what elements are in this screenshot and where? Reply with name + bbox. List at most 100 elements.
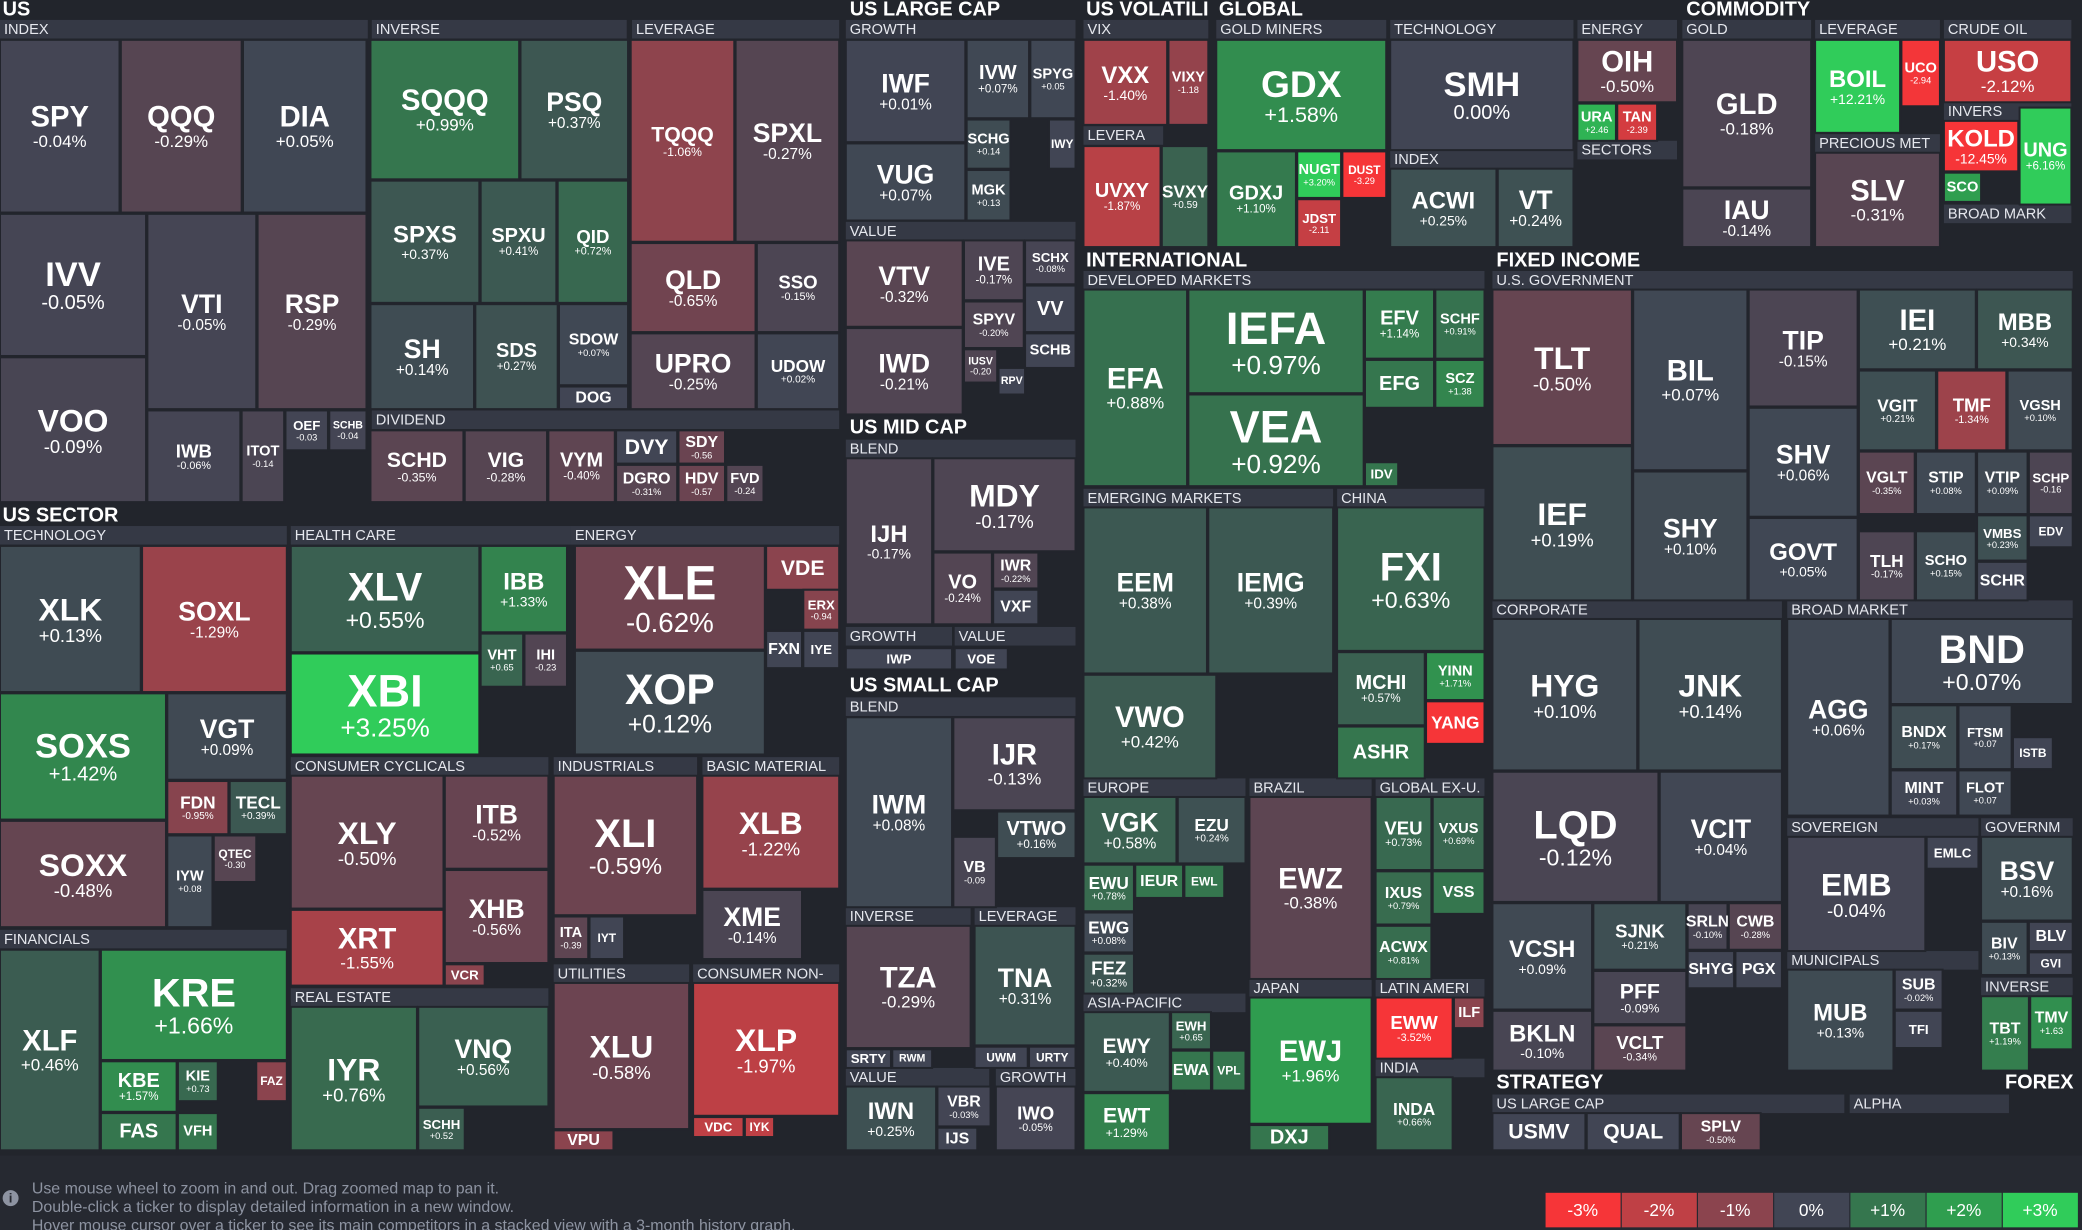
ticker-tile[interactable]: [965, 169, 1012, 222]
ticker-tile[interactable]: [1980, 835, 2074, 922]
ticker-tile[interactable]: [2027, 514, 2074, 549]
ticker-tile[interactable]: [1576, 38, 1679, 104]
ticker-tile[interactable]: [844, 1085, 938, 1152]
ticker-tile[interactable]: [1893, 968, 1944, 1011]
ticker-tile[interactable]: [0, 212, 148, 357]
ticker-tile[interactable]: [1336, 725, 1426, 780]
ticker-tile[interactable]: [369, 303, 476, 411]
ticker-tile[interactable]: [1176, 795, 1247, 865]
ticker-tile[interactable]: [328, 409, 368, 452]
ticker-tile[interactable]: [443, 869, 550, 965]
ticker-tile[interactable]: [479, 544, 568, 634]
ticker-tile[interactable]: [1029, 38, 1077, 120]
ticker-tile[interactable]: [936, 1085, 992, 1128]
ticker-tile[interactable]: [289, 652, 481, 756]
ticker-tile[interactable]: [443, 774, 550, 870]
ticker-tile[interactable]: [0, 38, 121, 214]
ticker-tile[interactable]: [1592, 969, 1688, 1026]
ticker-tile[interactable]: [992, 551, 1040, 590]
ticker-tile[interactable]: [228, 780, 288, 836]
ticker-tile[interactable]: [1389, 38, 1575, 152]
ticker-tile[interactable]: [1374, 870, 1433, 926]
ticker-tile[interactable]: [1491, 445, 1633, 602]
ticker-tile[interactable]: [212, 834, 258, 883]
ticker-tile[interactable]: [677, 429, 726, 465]
ticker-tile[interactable]: [1374, 924, 1433, 980]
ticker-tile[interactable]: [973, 924, 1077, 1047]
ticker-tile[interactable]: [0, 356, 148, 504]
ticker-tile[interactable]: [743, 1116, 776, 1139]
ticker-tile[interactable]: [1915, 530, 1977, 602]
ticker-tile[interactable]: [973, 1045, 1029, 1069]
ticker-tile[interactable]: [0, 692, 167, 821]
ticker-tile[interactable]: [1727, 902, 1783, 951]
ticker-tile[interactable]: [1681, 38, 1813, 189]
ticker-tile[interactable]: [962, 348, 999, 384]
ticker-tile[interactable]: [1786, 617, 1891, 817]
ticker-tile[interactable]: [1900, 38, 1941, 108]
ticker-tile[interactable]: [417, 1106, 466, 1152]
ticker-tile[interactable]: [1686, 902, 1729, 951]
ticker-tile[interactable]: [1857, 369, 1937, 452]
ticker-tile[interactable]: [369, 38, 521, 181]
ticker-tile[interactable]: [176, 1112, 219, 1152]
ticker-tile[interactable]: [629, 38, 736, 243]
ticker-tile[interactable]: [844, 142, 967, 222]
ticker-tile[interactable]: [1893, 1009, 1944, 1050]
ticker-tile[interactable]: [1980, 995, 2030, 1072]
ticker-tile[interactable]: [1434, 358, 1486, 409]
ticker-tile[interactable]: [1296, 198, 1343, 249]
ticker-tile[interactable]: [166, 692, 288, 781]
ticker-tile[interactable]: [952, 716, 1077, 812]
ticker-tile[interactable]: [1976, 560, 2029, 602]
ticker-tile[interactable]: [0, 544, 142, 694]
ticker-tile[interactable]: [241, 38, 368, 214]
ticker-tile[interactable]: [1957, 769, 2013, 817]
ticker-tile[interactable]: [1814, 151, 1941, 249]
ticker-tile[interactable]: [1814, 38, 1902, 134]
ticker-tile[interactable]: [932, 457, 1077, 553]
ticker-tile[interactable]: [1491, 1009, 1594, 1072]
ticker-tile[interactable]: [1134, 863, 1185, 899]
ticker-tile[interactable]: [1374, 1076, 1454, 1152]
ticker-tile[interactable]: [765, 629, 803, 670]
ticker-tile[interactable]: [1082, 795, 1178, 865]
ticker-tile[interactable]: [953, 647, 1009, 671]
ticker-tile[interactable]: [1491, 617, 1639, 772]
ticker-tile[interactable]: [994, 1085, 1077, 1152]
ticker-tile[interactable]: [1936, 369, 2008, 452]
ticker-tile[interactable]: [677, 463, 726, 504]
ticker-tile[interactable]: [588, 915, 626, 961]
ticker-tile[interactable]: [284, 409, 329, 452]
ticker-tile[interactable]: [891, 1048, 934, 1069]
ticker-tile[interactable]: [1491, 770, 1660, 903]
ticker-tile[interactable]: [1491, 1112, 1587, 1152]
ticker-tile[interactable]: [1211, 1049, 1247, 1092]
ticker-tile[interactable]: [176, 1060, 219, 1103]
ticker-tile[interactable]: [1082, 145, 1162, 249]
ticker-tile[interactable]: [1248, 795, 1373, 980]
ticker-tile[interactable]: [629, 332, 757, 411]
ticker-tile[interactable]: [547, 429, 616, 504]
ticker-tile[interactable]: [1592, 1024, 1688, 1072]
ticker-tile[interactable]: [1248, 1124, 1331, 1152]
ticker-tile[interactable]: [629, 242, 757, 334]
ticker-tile[interactable]: [1082, 952, 1135, 995]
ticker-tile[interactable]: [1976, 514, 2029, 562]
ticker-tile[interactable]: [844, 924, 972, 1050]
ticker-tile[interactable]: [992, 588, 1040, 626]
ticker-tile[interactable]: [1082, 863, 1135, 913]
ticker-tile[interactable]: [1942, 119, 2020, 173]
ticker-tile[interactable]: [1786, 835, 1927, 953]
ticker-tile[interactable]: [965, 118, 1012, 170]
ticker-tile[interactable]: [1491, 288, 1633, 446]
ticker-tile[interactable]: [802, 629, 841, 670]
ticker-tile[interactable]: [369, 429, 465, 504]
ticker-tile[interactable]: [1747, 288, 1859, 408]
ticker-tile[interactable]: [844, 647, 954, 671]
ticker-tile[interactable]: [1616, 102, 1659, 142]
ticker-tile[interactable]: [1658, 770, 1783, 903]
ticker-tile[interactable]: [1047, 118, 1077, 170]
ticker-tile[interactable]: [1028, 1045, 1077, 1069]
ticker-tile[interactable]: [1374, 795, 1433, 872]
